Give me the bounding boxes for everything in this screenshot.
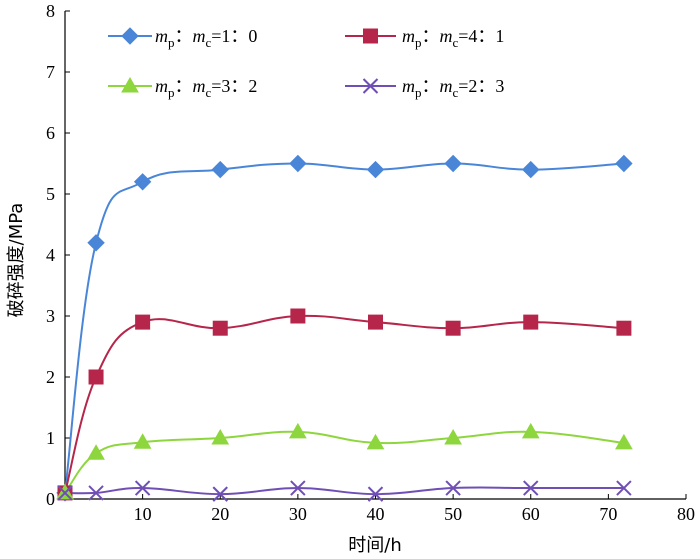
data-point-triangle	[444, 428, 462, 445]
data-point-x	[367, 486, 384, 502]
legend-label: mp：mc=3：2	[155, 76, 257, 100]
series-line-2	[64, 430, 625, 494]
legend-item: mp：mc=4：1	[345, 26, 504, 50]
x-tick-label: 10	[134, 504, 152, 524]
legend-item: mp：mc=3：2	[108, 76, 257, 100]
legend-marker-triangle	[121, 76, 139, 93]
x-tick-label: 20	[211, 504, 229, 524]
data-point-triangle	[615, 433, 633, 450]
data-point-x	[57, 485, 73, 501]
data-point-triangle	[521, 422, 540, 439]
y-tick-label: 3	[46, 306, 55, 326]
series-line-1	[64, 314, 624, 494]
x-tick-label: 70	[599, 504, 617, 524]
data-point-triangle	[87, 444, 105, 460]
data-point-square	[290, 308, 306, 324]
data-point-diamond	[87, 234, 105, 252]
data-point-diamond	[444, 154, 462, 173]
legend-marker-square	[363, 28, 378, 44]
x-tick-label: 80	[677, 504, 695, 524]
data-point-triangle	[289, 422, 307, 439]
y-tick-label: 1	[46, 428, 55, 448]
data-point-diamond	[522, 160, 540, 179]
legend-label: mp：mc=2：3	[402, 76, 504, 100]
data-point-x	[88, 485, 104, 501]
data-point-x	[290, 480, 306, 496]
legend-marker-diamond	[121, 27, 139, 45]
y-tick-label: 5	[46, 184, 55, 204]
data-point-square	[445, 320, 461, 336]
data-point-x	[523, 480, 539, 496]
legend-label: mp：mc=4：1	[402, 26, 504, 50]
y-tick-label: 6	[46, 123, 55, 143]
data-point-triangle	[133, 433, 152, 449]
data-point-triangle	[366, 433, 385, 450]
x-tick-label: 30	[289, 504, 307, 524]
legend-item: mp：mc=1：0	[108, 26, 257, 50]
legend-label: mp：mc=1：0	[155, 26, 257, 50]
data-point-square	[212, 320, 228, 336]
data-point-x	[212, 486, 228, 502]
legend-marker-x	[362, 78, 379, 94]
legend: mp：mc=1：0 mp：mc=4：1 mp：mc=3：2 mp：mc=2：3	[108, 26, 504, 100]
data-point-square	[88, 369, 104, 385]
data-point-diamond	[289, 154, 307, 173]
data-point-square	[368, 314, 383, 330]
y-tick-label: 0	[46, 489, 55, 509]
data-point-square	[523, 314, 539, 330]
legend-item: mp：mc=2：3	[345, 76, 504, 100]
x-axis-title: 时间/h	[348, 535, 401, 556]
x-tick-label: 60	[522, 504, 540, 524]
series-markers	[56, 154, 633, 502]
y-tick-label: 8	[46, 1, 55, 21]
y-tick-label: 7	[46, 62, 55, 82]
x-tick-label: 40	[367, 504, 385, 524]
data-point-diamond	[366, 160, 385, 179]
y-axis-title: 破碎强度/MPa	[6, 203, 27, 318]
data-point-triangle	[211, 428, 230, 445]
data-point-diamond	[211, 160, 229, 179]
data-point-diamond	[133, 173, 152, 191]
x-tick-label: 50	[444, 504, 462, 524]
data-point-x	[134, 480, 151, 496]
data-point-x	[445, 480, 461, 496]
series-line-3	[64, 486, 624, 496]
data-point-square	[135, 314, 151, 330]
y-tick-label: 2	[46, 367, 55, 387]
data-point-square	[616, 320, 632, 336]
data-point-x	[616, 480, 632, 496]
data-point-diamond	[615, 154, 633, 173]
y-tick-label: 4	[46, 245, 55, 265]
